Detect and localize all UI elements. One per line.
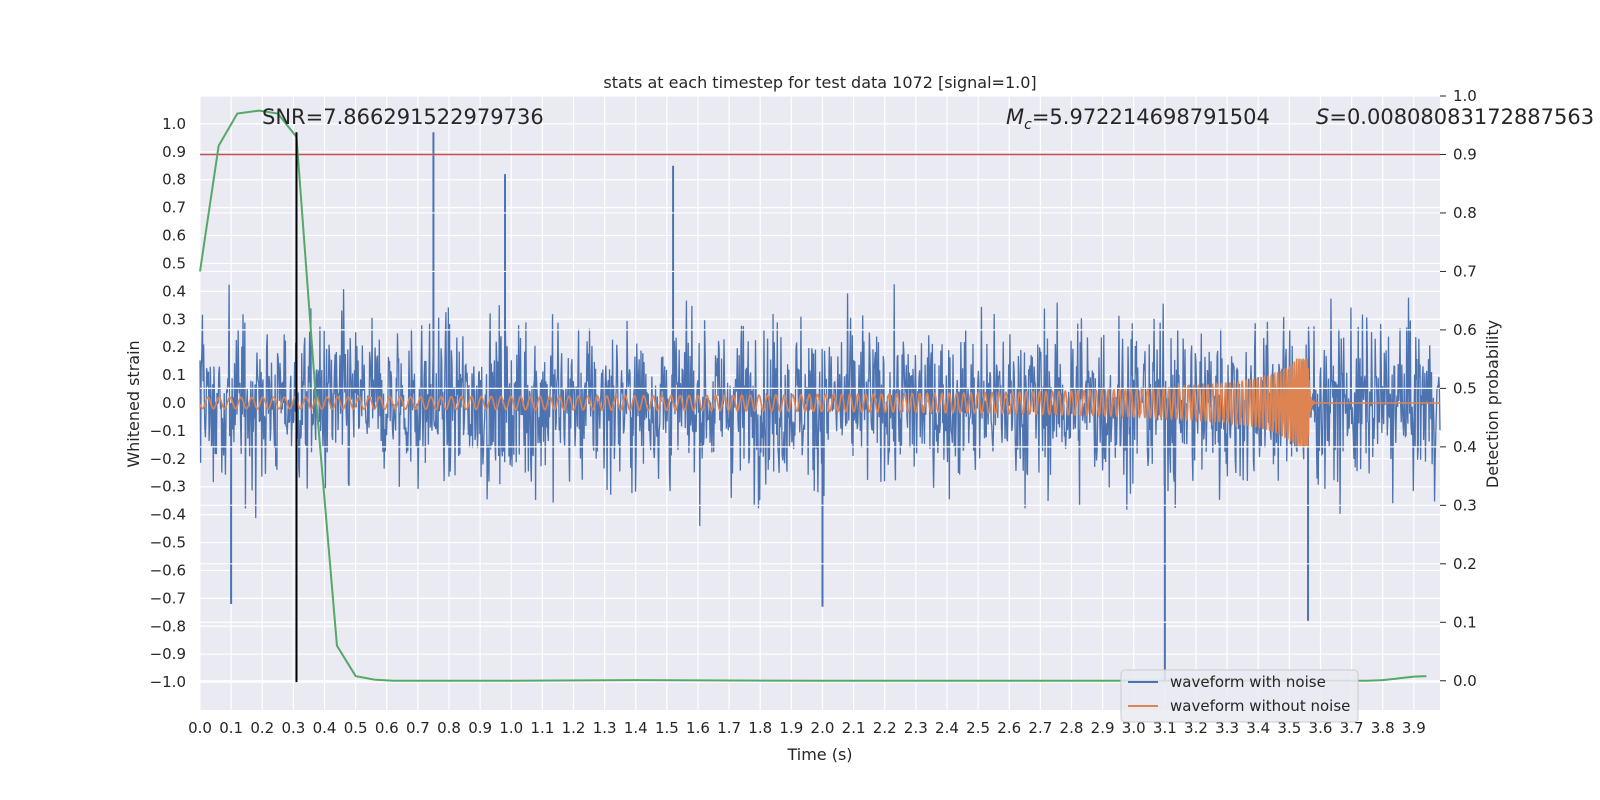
x-tick-label: 1.2 (562, 719, 586, 737)
x-tick-label: 0.4 (313, 719, 337, 737)
x-tick-label: 3.0 (1122, 719, 1146, 737)
right-y-axis-ticks: 1.0 0.9 0.8 0.7 0.6 0.5 0.4 0.3 0.2 0.1 0.0 (1440, 87, 1477, 690)
x-tick-label: 1.6 (686, 719, 710, 737)
x-tick-label: 1.4 (624, 719, 648, 737)
x-tick-label: 1.3 (593, 719, 617, 737)
chirp-mass-value: =5.972214698791504 (1032, 105, 1270, 129)
right-y-tick-label: 0.2 (1453, 555, 1477, 573)
right-y-tick-label: 0.1 (1453, 613, 1477, 631)
left-y-tick-label: 0.9 (162, 143, 186, 161)
x-tick-label: 3.3 (1215, 719, 1239, 737)
x-tick-label: 3.7 (1340, 719, 1364, 737)
x-tick-label: 2.2 (873, 719, 897, 737)
x-tick-label: 0.2 (250, 719, 274, 737)
x-tick-label: 0.0 (188, 719, 212, 737)
x-tick-label: 1.5 (655, 719, 679, 737)
right-y-tick-label: 0.9 (1453, 145, 1477, 163)
x-tick-label: 2.1 (842, 719, 866, 737)
left-y-tick-label: −0.4 (150, 506, 186, 524)
x-tick-label: 0.1 (219, 719, 243, 737)
x-tick-label: 0.7 (406, 719, 430, 737)
right-y-tick-label: 0.3 (1453, 496, 1477, 514)
x-tick-label: 1.7 (717, 719, 741, 737)
x-tick-label: 0.8 (437, 719, 461, 737)
left-y-tick-label: 0.4 (162, 282, 186, 300)
legend-label-clean: waveform without noise (1170, 697, 1350, 715)
x-tick-label: 2.0 (811, 719, 835, 737)
snr-annotation: SNR=7.866291522979736 (262, 105, 544, 129)
x-tick-label: 2.6 (997, 719, 1021, 737)
x-tick-label: 2.3 (904, 719, 928, 737)
x-tick-label: 2.7 (1028, 719, 1052, 737)
x-tick-label: 3.9 (1402, 719, 1426, 737)
left-y-tick-label: −0.3 (150, 478, 186, 496)
left-y-tick-label: 0.3 (162, 310, 186, 328)
x-tick-label: 1.8 (748, 719, 772, 737)
x-tick-label: 0.9 (468, 719, 492, 737)
left-y-tick-label: −0.9 (150, 645, 186, 663)
left-y-tick-label: 0.0 (162, 394, 186, 412)
right-y-tick-label: 0.7 (1453, 262, 1477, 280)
x-tick-label: 0.5 (344, 719, 368, 737)
chirp-mass-annotation: Mc=5.972214698791504 (1006, 105, 1270, 133)
left-y-tick-label: −0.8 (150, 617, 186, 635)
x-tick-label: 2.9 (1091, 719, 1115, 737)
x-tick-label: 1.0 (499, 719, 523, 737)
x-tick-label: 0.6 (375, 719, 399, 737)
x-tick-label: 3.2 (1184, 719, 1208, 737)
x-tick-label: 3.4 (1246, 719, 1270, 737)
x-tick-label: 0.3 (281, 719, 305, 737)
s-annotation: S=0.00808083172887563 (1316, 105, 1594, 129)
x-tick-label: 2.4 (935, 719, 959, 737)
s-value: =0.00808083172887563 (1329, 105, 1594, 129)
left-y-tick-label: 0.5 (162, 254, 186, 272)
x-tick-label: 3.1 (1153, 719, 1177, 737)
left-y-axis-label: Whitened strain (124, 340, 143, 467)
x-axis-label: Time (s) (786, 745, 852, 764)
left-y-tick-label: −0.7 (150, 589, 186, 607)
left-y-tick-label: −1.0 (150, 673, 186, 691)
legend-label-noise: waveform with noise (1170, 673, 1326, 691)
left-y-tick-label: 0.6 (162, 227, 186, 245)
chirp-mass-symbol: M (1006, 105, 1024, 129)
waveform-without-noise-series (199, 358, 1440, 448)
chirp-mass-subscript: c (1024, 117, 1032, 133)
x-tick-label: 1.9 (779, 719, 803, 737)
legend-box (1120, 669, 1359, 723)
right-y-axis-label: Detection probability (1483, 320, 1502, 488)
x-tick-label: 1.1 (530, 719, 554, 737)
right-y-tick-label: 0.6 (1453, 321, 1477, 339)
s-symbol: S (1316, 105, 1329, 129)
x-tick-label: 3.6 (1309, 719, 1333, 737)
left-y-tick-label: −0.5 (150, 534, 186, 552)
x-tick-label: 2.5 (966, 719, 990, 737)
right-y-tick-label: 0.4 (1453, 438, 1477, 456)
left-y-tick-label: 0.7 (162, 199, 186, 217)
left-y-tick-label: 0.8 (162, 171, 186, 189)
left-y-tick-label: −0.1 (150, 422, 186, 440)
detection-probability-series (199, 109, 1427, 682)
left-y-tick-label: −0.6 (150, 561, 186, 579)
left-y-tick-label: 0.1 (162, 366, 186, 384)
right-y-tick-label: 0.8 (1453, 204, 1477, 222)
right-y-tick-label: 1.0 (1453, 87, 1477, 105)
x-tick-label: 2.8 (1060, 719, 1084, 737)
left-y-axis-ticks: 1.0 0.9 0.8 0.7 0.6 0.5 0.4 0.3 0.2 0.1 0.0 −0.1 −0.… (150, 115, 186, 691)
detection-probability-line (199, 109, 1427, 682)
x-axis-ticks: 0.0 0.1 0.2 0.3 0.4 0.5 0.6 0.7 0.8 0.9 1.0 1.1 1.2 1… (188, 719, 1426, 737)
clean-waveform-line (199, 358, 1440, 448)
left-y-tick-label: 1.0 (162, 115, 186, 133)
legend: waveform with noise waveform without noi… (1120, 669, 1359, 723)
x-tick-label: 3.5 (1277, 719, 1301, 737)
left-y-tick-label: −0.2 (150, 450, 186, 468)
chart-title: stats at each timestep for test data 107… (603, 73, 1036, 92)
left-y-tick-label: 0.2 (162, 338, 186, 356)
right-y-tick-label: 0.0 (1453, 672, 1477, 690)
right-y-tick-label: 0.5 (1453, 379, 1477, 397)
x-tick-label: 3.8 (1371, 719, 1395, 737)
